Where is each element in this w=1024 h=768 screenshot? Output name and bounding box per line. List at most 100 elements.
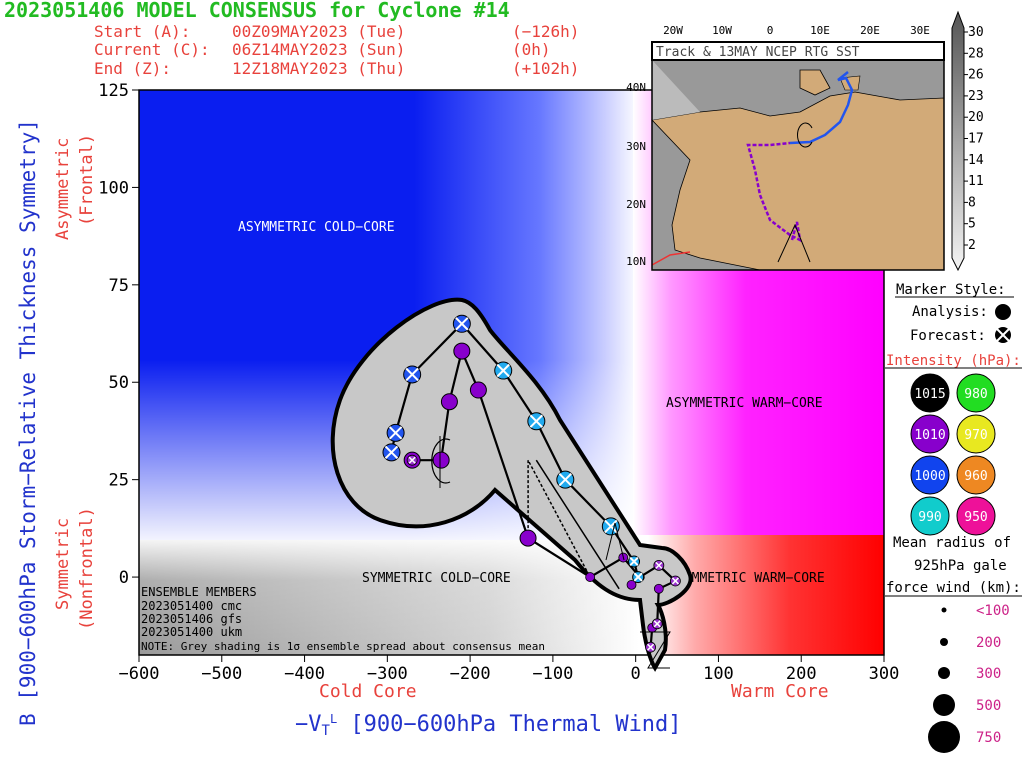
colorbar-label: 8 xyxy=(968,195,976,210)
y-lower-label-2: (Nonfrontal) xyxy=(77,507,97,630)
inset-lon-label: 10E xyxy=(810,24,830,37)
intensity-swatch: 1010 xyxy=(910,414,950,454)
radius-marker xyxy=(940,638,948,646)
forecast-marker xyxy=(556,470,575,489)
radius-marker xyxy=(941,607,947,613)
colorbar-label: 5 xyxy=(968,217,976,232)
inset-lon-label: 20W xyxy=(663,24,683,37)
region-asym-cold: ASYMMETRIC COLD−CORE xyxy=(238,220,395,235)
colorbar-label: 30 xyxy=(968,25,984,40)
track-markers xyxy=(382,314,681,653)
colorbar-label: 23 xyxy=(968,89,984,104)
analysis-marker xyxy=(653,583,664,594)
intensity-swatch: 960 xyxy=(956,455,996,495)
sst-colorbar: 30 28 26 23 20 17 14 11 8 5 2 xyxy=(951,10,984,272)
radius-label: 200 xyxy=(976,635,1001,651)
intensity-value: 990 xyxy=(918,510,941,525)
y-axis-title: B [900−600hPa Storm−Relative Thickness S… xyxy=(16,119,40,726)
radius-label: 500 xyxy=(976,698,1001,714)
intensity-swatch: 990 xyxy=(910,496,950,536)
x-right-label: Warm Core xyxy=(731,681,829,702)
inset-lon-label: 0 xyxy=(767,24,774,37)
region-asym-warm: ASYMMETRIC WARM−CORE xyxy=(666,396,823,411)
x-tick-label: −300 xyxy=(367,664,408,684)
x-tick-label: 0 xyxy=(631,664,641,684)
legend-analysis: Analysis: xyxy=(912,304,988,320)
forecast-small-marker xyxy=(645,641,656,653)
forecast-small-marker xyxy=(653,559,665,571)
radius-label: <100 xyxy=(976,603,1010,619)
intensity-swatch: 950 xyxy=(956,496,996,536)
x-axis-title: −VTL [900−600hPa Thermal Wind] xyxy=(295,712,682,739)
current-label: Current (C): xyxy=(94,40,210,59)
intensity-value: 960 xyxy=(964,469,987,484)
current-time: 06Z14MAY2023 (Sun) xyxy=(232,40,405,59)
colorbar-label: 26 xyxy=(968,68,984,83)
colorbar-label: 28 xyxy=(968,46,984,61)
x-tick-label: −200 xyxy=(450,664,491,684)
intensity-swatch: 1000 xyxy=(910,455,950,495)
start-label: Start (A): xyxy=(94,22,190,41)
ensemble-member: 2023051400 ukm xyxy=(141,625,242,639)
x-axis: −600 −500 −400 −300 −200 −100 0 100 200 300 xyxy=(119,655,899,684)
y-tick-label: 50 xyxy=(109,373,129,393)
ensemble-members-heading: ENSEMBLE MEMBERS xyxy=(141,585,257,599)
forecast-marker xyxy=(628,555,641,568)
x-left-label: Cold Core xyxy=(319,681,417,702)
analysis-marker xyxy=(440,393,458,411)
y-upper-label-1: Asymmetric xyxy=(53,138,73,240)
intensity-value: 980 xyxy=(964,387,987,402)
inset-lon-label: 20E xyxy=(860,24,880,37)
x-tick-label: −400 xyxy=(284,664,325,684)
colorbar-label: 17 xyxy=(968,132,984,147)
forecast-marker xyxy=(601,517,620,536)
y-lower-label-1: Symmetric xyxy=(53,518,73,610)
forecast-marker xyxy=(403,365,422,384)
intensity-swatch: 1015 xyxy=(910,373,950,413)
forecast-small-marker xyxy=(651,618,663,630)
x-tick-label: 200 xyxy=(786,664,817,684)
start-a-marker xyxy=(605,522,625,561)
ensemble-member: 2023051406 gfs xyxy=(141,612,242,626)
intensity-value: 1000 xyxy=(914,469,945,484)
radius-label: 750 xyxy=(976,730,1001,746)
legend: Marker Style: Analysis: Forecast: Intens… xyxy=(885,282,1022,753)
plot-frame xyxy=(138,89,885,656)
forecast-marker xyxy=(452,314,471,333)
inset-lat-label: 40N xyxy=(626,81,646,94)
inset-lat-label: 30N xyxy=(626,140,646,153)
region-sym-warm: SYMMETRIC WARM−CORE xyxy=(676,571,825,586)
end-time: 12Z18MAY2023 (Thu) xyxy=(232,59,405,78)
phase-space-background xyxy=(139,90,884,655)
legend-forecast-marker xyxy=(995,327,1011,343)
colorbar-label: 11 xyxy=(968,174,984,189)
spread-note: NOTE: Grey shading is 1σ ensemble spread… xyxy=(141,640,545,653)
analysis-marker xyxy=(519,529,537,547)
ensemble-member: 2023051400 cmc xyxy=(141,599,242,613)
x-tick-label: −600 xyxy=(119,664,160,684)
inset-lon-label: 10W xyxy=(712,24,732,37)
colorbar-label: 2 xyxy=(968,238,976,253)
ensemble-branch-line xyxy=(527,459,591,578)
y-tick-label: 125 xyxy=(98,81,129,101)
y-tick-label: 25 xyxy=(109,471,129,491)
forecast-marker xyxy=(382,443,401,462)
intensity-swatch: 980 xyxy=(956,373,996,413)
legend-marker-style: Marker Style: xyxy=(896,282,1006,298)
analysis-marker xyxy=(626,579,637,590)
legend-analysis-marker xyxy=(995,304,1011,320)
radius-label: 300 xyxy=(976,666,1001,682)
legend-forecast: Forecast: xyxy=(910,328,986,344)
end-z-marker xyxy=(640,631,671,669)
y-tick-label: 100 xyxy=(98,178,129,198)
inset-lon-label: 30E xyxy=(910,24,930,37)
end-offset: (+102h) xyxy=(512,59,579,78)
analysis-marker xyxy=(432,451,450,469)
start-offset: (−126h) xyxy=(512,22,579,41)
inset-lat-label: 20N xyxy=(626,198,646,211)
y-axis: 0 25 50 75 100 125 xyxy=(98,81,139,588)
inset-lat-label: 10N xyxy=(626,255,646,268)
inset-track-analysis xyxy=(746,141,802,243)
inset-track-map: Track & 13MAY NCEP RTG SST 20W 10W 0 10E 20E… xyxy=(626,24,945,271)
